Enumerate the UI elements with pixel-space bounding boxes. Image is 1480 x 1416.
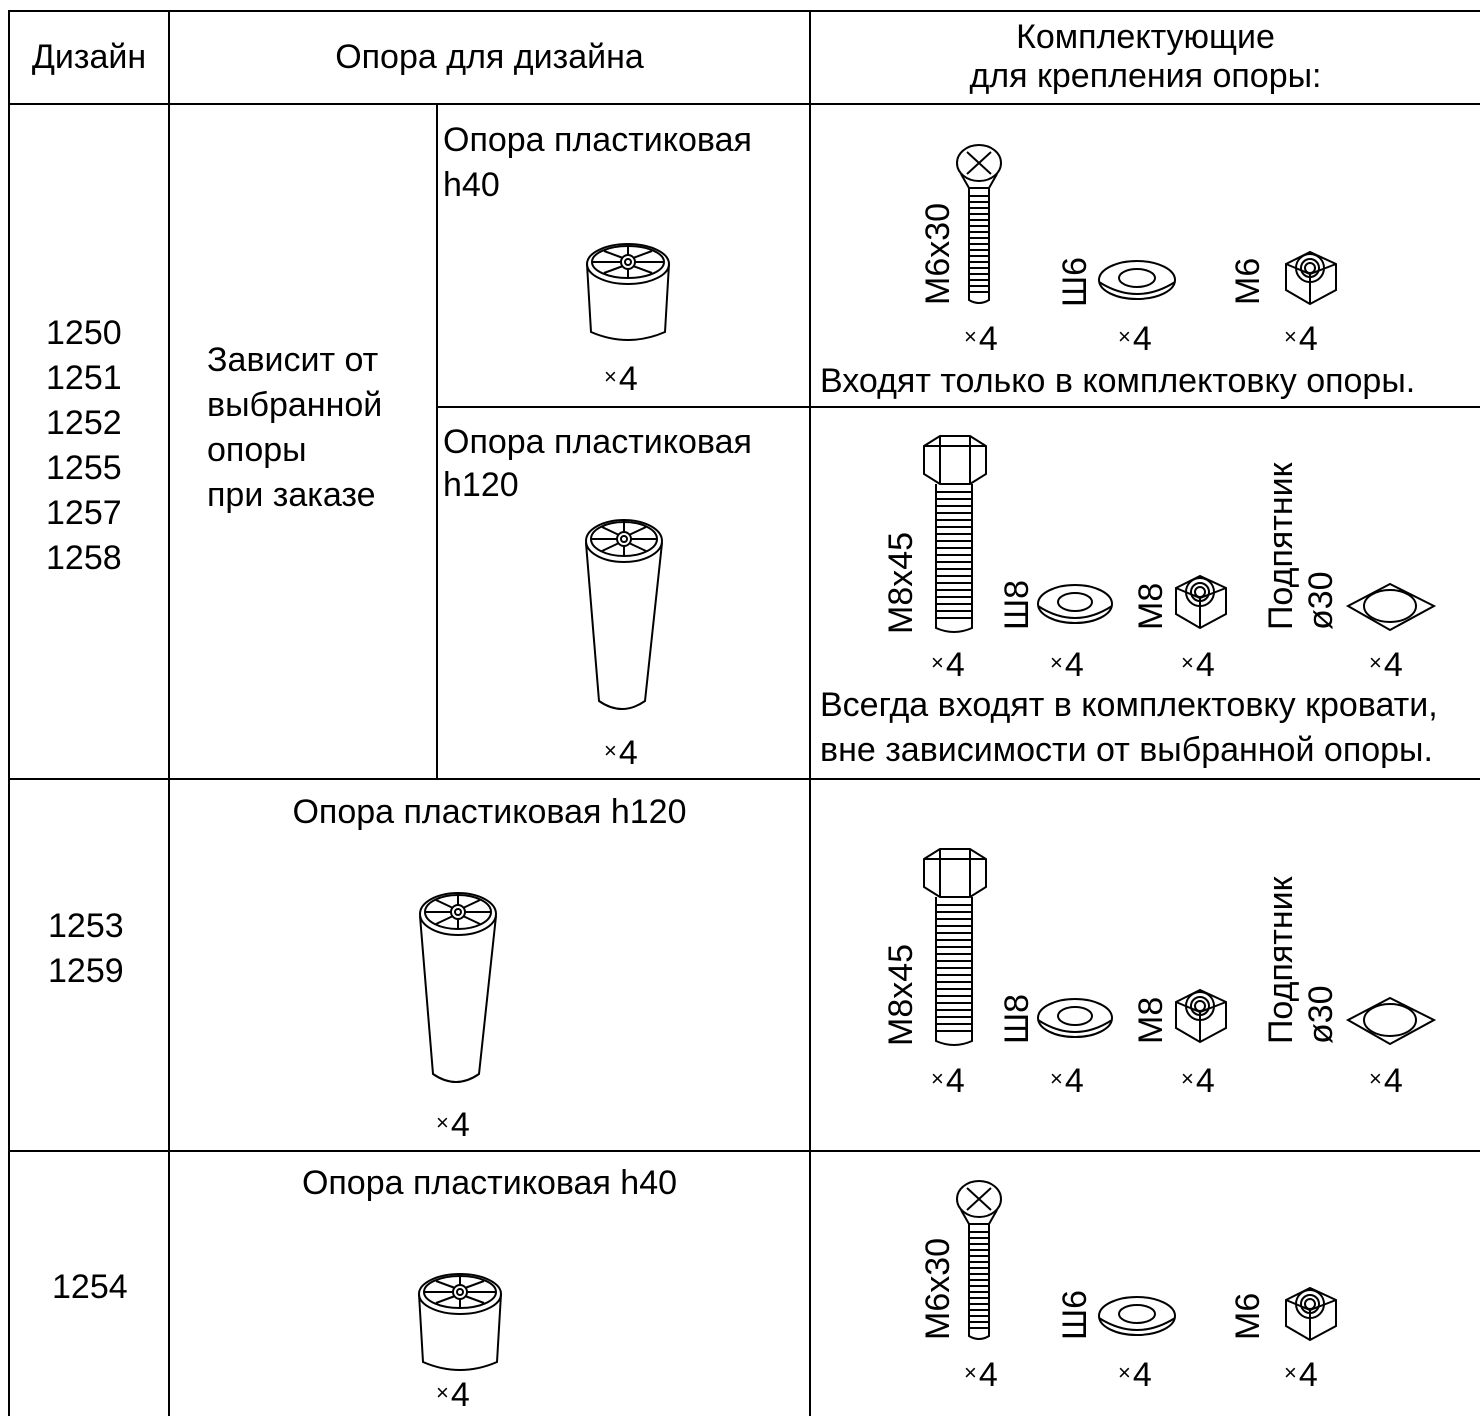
washer-icon — [1098, 260, 1176, 300]
option-height: h120 — [443, 466, 519, 504]
depends-line: опоры — [207, 431, 307, 469]
design-code: 1258 — [46, 539, 122, 577]
hex-bolt-icon — [923, 435, 987, 633]
support-title: Опора пластиковая h40 — [301, 1164, 678, 1202]
support-title: Опора пластиковая h120 — [292, 793, 687, 831]
header-hardware-line1: Комплектующие — [1016, 18, 1275, 56]
design-code: 1252 — [46, 404, 122, 442]
design-code: 1251 — [46, 359, 122, 397]
hex-nut-icon — [1285, 1286, 1337, 1342]
header-design: Дизайн — [31, 38, 147, 76]
tall-leg-icon — [419, 892, 497, 1083]
bolt-label: М6х30 — [919, 202, 957, 305]
short-leg-icon — [586, 243, 670, 341]
quantity-label: ×4 — [604, 734, 638, 772]
hex-bolt-icon — [923, 848, 987, 1046]
countersunk-bolt-icon — [956, 144, 1002, 304]
design-code: 1255 — [46, 449, 122, 487]
countersunk-bolt-icon — [956, 1180, 1002, 1340]
floor-pad-icon — [1345, 582, 1437, 632]
tall-leg-icon — [585, 519, 663, 710]
design-code: 1254 — [52, 1268, 128, 1306]
washer-label: Ш6 — [1056, 1289, 1094, 1340]
floor-pad-icon — [1345, 996, 1437, 1046]
quantity-label: ×4 — [1050, 646, 1084, 684]
quantity-label: ×4 — [931, 646, 965, 684]
quantity-label: ×4 — [1050, 1062, 1084, 1100]
pad-size-label: ø30 — [1302, 985, 1340, 1044]
hardware-note: Всегда входят в комплектовку кровати, — [820, 686, 1438, 724]
nut-label: М6 — [1229, 257, 1267, 305]
pad-label: Подпятник — [1262, 876, 1300, 1044]
quantity-label: ×4 — [1181, 646, 1215, 684]
depends-line: Зависит от — [207, 341, 379, 379]
hex-nut-icon — [1175, 988, 1227, 1044]
bolt-label: М8х45 — [882, 531, 920, 634]
design-code: 1250 — [46, 314, 122, 352]
quantity-label: ×4 — [1181, 1062, 1215, 1100]
washer-label: Ш8 — [998, 993, 1036, 1044]
quantity-label: ×4 — [931, 1062, 965, 1100]
hardware-note: вне зависимости от выбранной опоры. — [820, 731, 1433, 769]
washer-icon — [1098, 1296, 1176, 1336]
pad-size-label: ø30 — [1302, 571, 1340, 630]
bolt-label: М6х30 — [919, 1237, 957, 1340]
option-title: Опора пластиковая — [443, 423, 752, 461]
quantity-label: ×4 — [1369, 1062, 1403, 1100]
design-code: 1257 — [46, 494, 122, 532]
depends-line: выбранной — [207, 386, 383, 424]
option-title: Опора пластиковая — [443, 121, 752, 159]
quantity-label: ×4 — [1284, 320, 1318, 358]
washer-icon — [1037, 584, 1113, 624]
quantity-label: ×4 — [1369, 646, 1403, 684]
depends-line: при заказе — [207, 476, 376, 514]
header-hardware-line2: для крепления опоры: — [969, 57, 1322, 95]
quantity-label: ×4 — [1284, 1356, 1318, 1394]
quantity-label: ×4 — [964, 320, 998, 358]
design-code: 1253 — [48, 907, 124, 945]
quantity-label: ×4 — [436, 1106, 470, 1144]
option-height: h40 — [443, 166, 500, 204]
nut-label: М8 — [1132, 996, 1170, 1044]
hex-nut-icon — [1285, 250, 1337, 306]
quantity-label: ×4 — [436, 1376, 470, 1414]
short-leg-icon — [418, 1273, 502, 1371]
hardware-note: Входят только в комплектовку опоры. — [820, 362, 1416, 400]
design-code: 1259 — [48, 952, 124, 990]
nut-label: М6 — [1229, 1292, 1267, 1340]
nut-label: М8 — [1132, 582, 1170, 630]
bolt-label: М8х45 — [882, 943, 920, 1046]
quantity-label: ×4 — [1118, 1356, 1152, 1394]
pad-label: Подпятник — [1262, 462, 1300, 630]
quantity-label: ×4 — [604, 360, 638, 398]
quantity-label: ×4 — [1118, 320, 1152, 358]
header-support: Опора для дизайна — [335, 38, 644, 76]
washer-label: Ш8 — [998, 579, 1036, 630]
hex-nut-icon — [1175, 574, 1227, 630]
washer-label: Ш6 — [1056, 256, 1094, 307]
washer-icon — [1037, 998, 1113, 1038]
quantity-label: ×4 — [964, 1356, 998, 1394]
